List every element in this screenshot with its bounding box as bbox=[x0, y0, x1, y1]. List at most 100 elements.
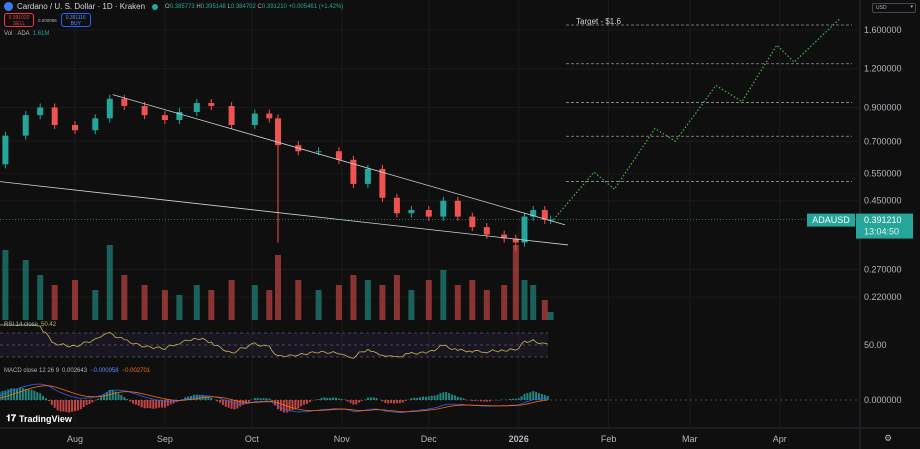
macd-histogram-bar bbox=[65, 400, 68, 413]
candle-body bbox=[393, 197, 400, 214]
candle-body bbox=[228, 105, 235, 125]
candle-body bbox=[193, 103, 200, 113]
cardano-logo-icon bbox=[4, 2, 13, 11]
macd-histogram-bar bbox=[381, 400, 384, 402]
macd-histogram-bar bbox=[1, 391, 4, 400]
macd-histogram-bar bbox=[56, 400, 59, 411]
macd-histogram-bar bbox=[91, 400, 94, 403]
macd-histogram-bar bbox=[332, 397, 335, 400]
volume-bar bbox=[22, 260, 29, 320]
macd-histogram-bar bbox=[410, 398, 413, 400]
macd-histogram-bar bbox=[134, 400, 137, 405]
macd-histogram-bar bbox=[358, 400, 361, 403]
macd-histogram-bar bbox=[259, 398, 262, 400]
macd-histogram-bar bbox=[326, 397, 329, 400]
symbol-title[interactable]: Cardano / U. S. Dollar · 1D · Kraken bbox=[17, 2, 146, 11]
volume-bar bbox=[440, 270, 447, 320]
macd-histogram-bar bbox=[169, 400, 172, 405]
candle-body bbox=[141, 105, 148, 116]
macd-histogram-bar bbox=[85, 400, 88, 406]
candle-body bbox=[440, 200, 447, 217]
volume-bar bbox=[454, 285, 461, 320]
candle-body bbox=[251, 113, 258, 125]
volume-bar bbox=[37, 275, 44, 320]
macd-histogram-bar bbox=[384, 400, 387, 403]
macd-histogram-bar bbox=[88, 400, 91, 405]
macd-histogram-bar bbox=[155, 400, 158, 409]
candle-body bbox=[469, 216, 476, 228]
price-tick-label: 0.900000 bbox=[864, 102, 902, 112]
candle-body bbox=[106, 98, 113, 119]
macd-histogram-bar bbox=[474, 400, 477, 401]
price-tick-label: 0.700000 bbox=[864, 136, 902, 146]
macd-histogram-bar bbox=[181, 399, 184, 400]
time-tick-label: Apr bbox=[773, 434, 787, 444]
macd-histogram-bar bbox=[445, 391, 448, 400]
macd-histogram-bar bbox=[50, 400, 53, 405]
volume-bar bbox=[51, 285, 58, 320]
macd-histogram-bar bbox=[459, 397, 462, 400]
macd-histogram-bar bbox=[456, 396, 459, 400]
macd-histogram-bar bbox=[297, 400, 300, 409]
volume-bar bbox=[501, 285, 508, 320]
macd-line bbox=[0, 383, 548, 413]
gear-icon[interactable]: ⚙ bbox=[884, 433, 893, 443]
macd-histogram-bar bbox=[517, 398, 520, 400]
rsi-axis-label: 50.00 bbox=[864, 340, 887, 350]
volume-bar bbox=[315, 290, 322, 320]
macd-histogram-bar bbox=[271, 400, 274, 402]
buy-button[interactable]: 0.391116 BUY bbox=[60, 13, 91, 27]
macd-histogram-bar bbox=[308, 400, 311, 403]
rsi-line bbox=[0, 324, 548, 359]
candle-body bbox=[425, 210, 432, 217]
price-tick-label: 0.450000 bbox=[864, 196, 902, 206]
volume-bar bbox=[208, 290, 215, 320]
macd-histogram-bar bbox=[184, 397, 187, 400]
macd-histogram-bar bbox=[471, 400, 474, 402]
macd-histogram-bar bbox=[103, 394, 105, 400]
macd-histogram-bar bbox=[329, 397, 332, 400]
macd-histogram-bar bbox=[126, 398, 129, 400]
symbol-tag-label: ADAUSD bbox=[812, 215, 850, 225]
volume-bar bbox=[350, 275, 357, 320]
volume-legend: Vol · ADA 1.61M bbox=[4, 31, 50, 37]
macd-histogram-bar bbox=[369, 397, 372, 400]
currency-dropdown[interactable]: USD bbox=[872, 3, 916, 13]
candle-body bbox=[161, 115, 168, 120]
macd-histogram-bar bbox=[158, 400, 161, 408]
macd-histogram-bar bbox=[256, 397, 259, 400]
macd-histogram-bar bbox=[453, 395, 456, 400]
macd-histogram-bar bbox=[340, 399, 343, 400]
candle-body bbox=[275, 118, 281, 146]
volume-bar bbox=[379, 285, 386, 320]
sell-button[interactable]: 0.391020 SELL bbox=[4, 13, 34, 27]
macd-histogram-bar bbox=[306, 400, 308, 404]
volume-bar bbox=[121, 275, 128, 320]
candle-body bbox=[176, 112, 183, 120]
volume-bar bbox=[483, 290, 490, 320]
macd-histogram-bar bbox=[42, 395, 45, 400]
macd-histogram-bar bbox=[21, 387, 24, 400]
macd-histogram-bar bbox=[0, 392, 1, 400]
tradingview-logo-icon: 𝟏𝟕 bbox=[6, 413, 17, 423]
macd-histogram-bar bbox=[482, 400, 485, 402]
candle-body bbox=[547, 219, 554, 221]
macd-histogram-bar bbox=[97, 398, 100, 400]
macd-histogram-bar bbox=[366, 397, 369, 400]
macd-histogram-bar bbox=[395, 400, 398, 404]
macd-histogram-bar bbox=[279, 400, 282, 411]
macd-histogram-bar bbox=[535, 391, 538, 400]
macd-axis-label: 0.000000 bbox=[864, 395, 902, 405]
macd-histogram-bar bbox=[262, 398, 265, 400]
rsi-legend: RSI 14 close 50.42 bbox=[4, 322, 57, 328]
macd-histogram-bar bbox=[546, 395, 549, 400]
tradingview-logo[interactable]: 𝟏𝟕 TradingView bbox=[6, 413, 72, 424]
macd-histogram-bar bbox=[117, 393, 120, 400]
macd-histogram-bar bbox=[108, 389, 111, 400]
macd-histogram-bar bbox=[18, 388, 21, 400]
candle-body bbox=[121, 98, 128, 106]
price-tick-label: 1.600000 bbox=[864, 25, 902, 35]
macd-histogram-bar bbox=[36, 392, 39, 400]
macd-histogram-bar bbox=[111, 389, 114, 400]
